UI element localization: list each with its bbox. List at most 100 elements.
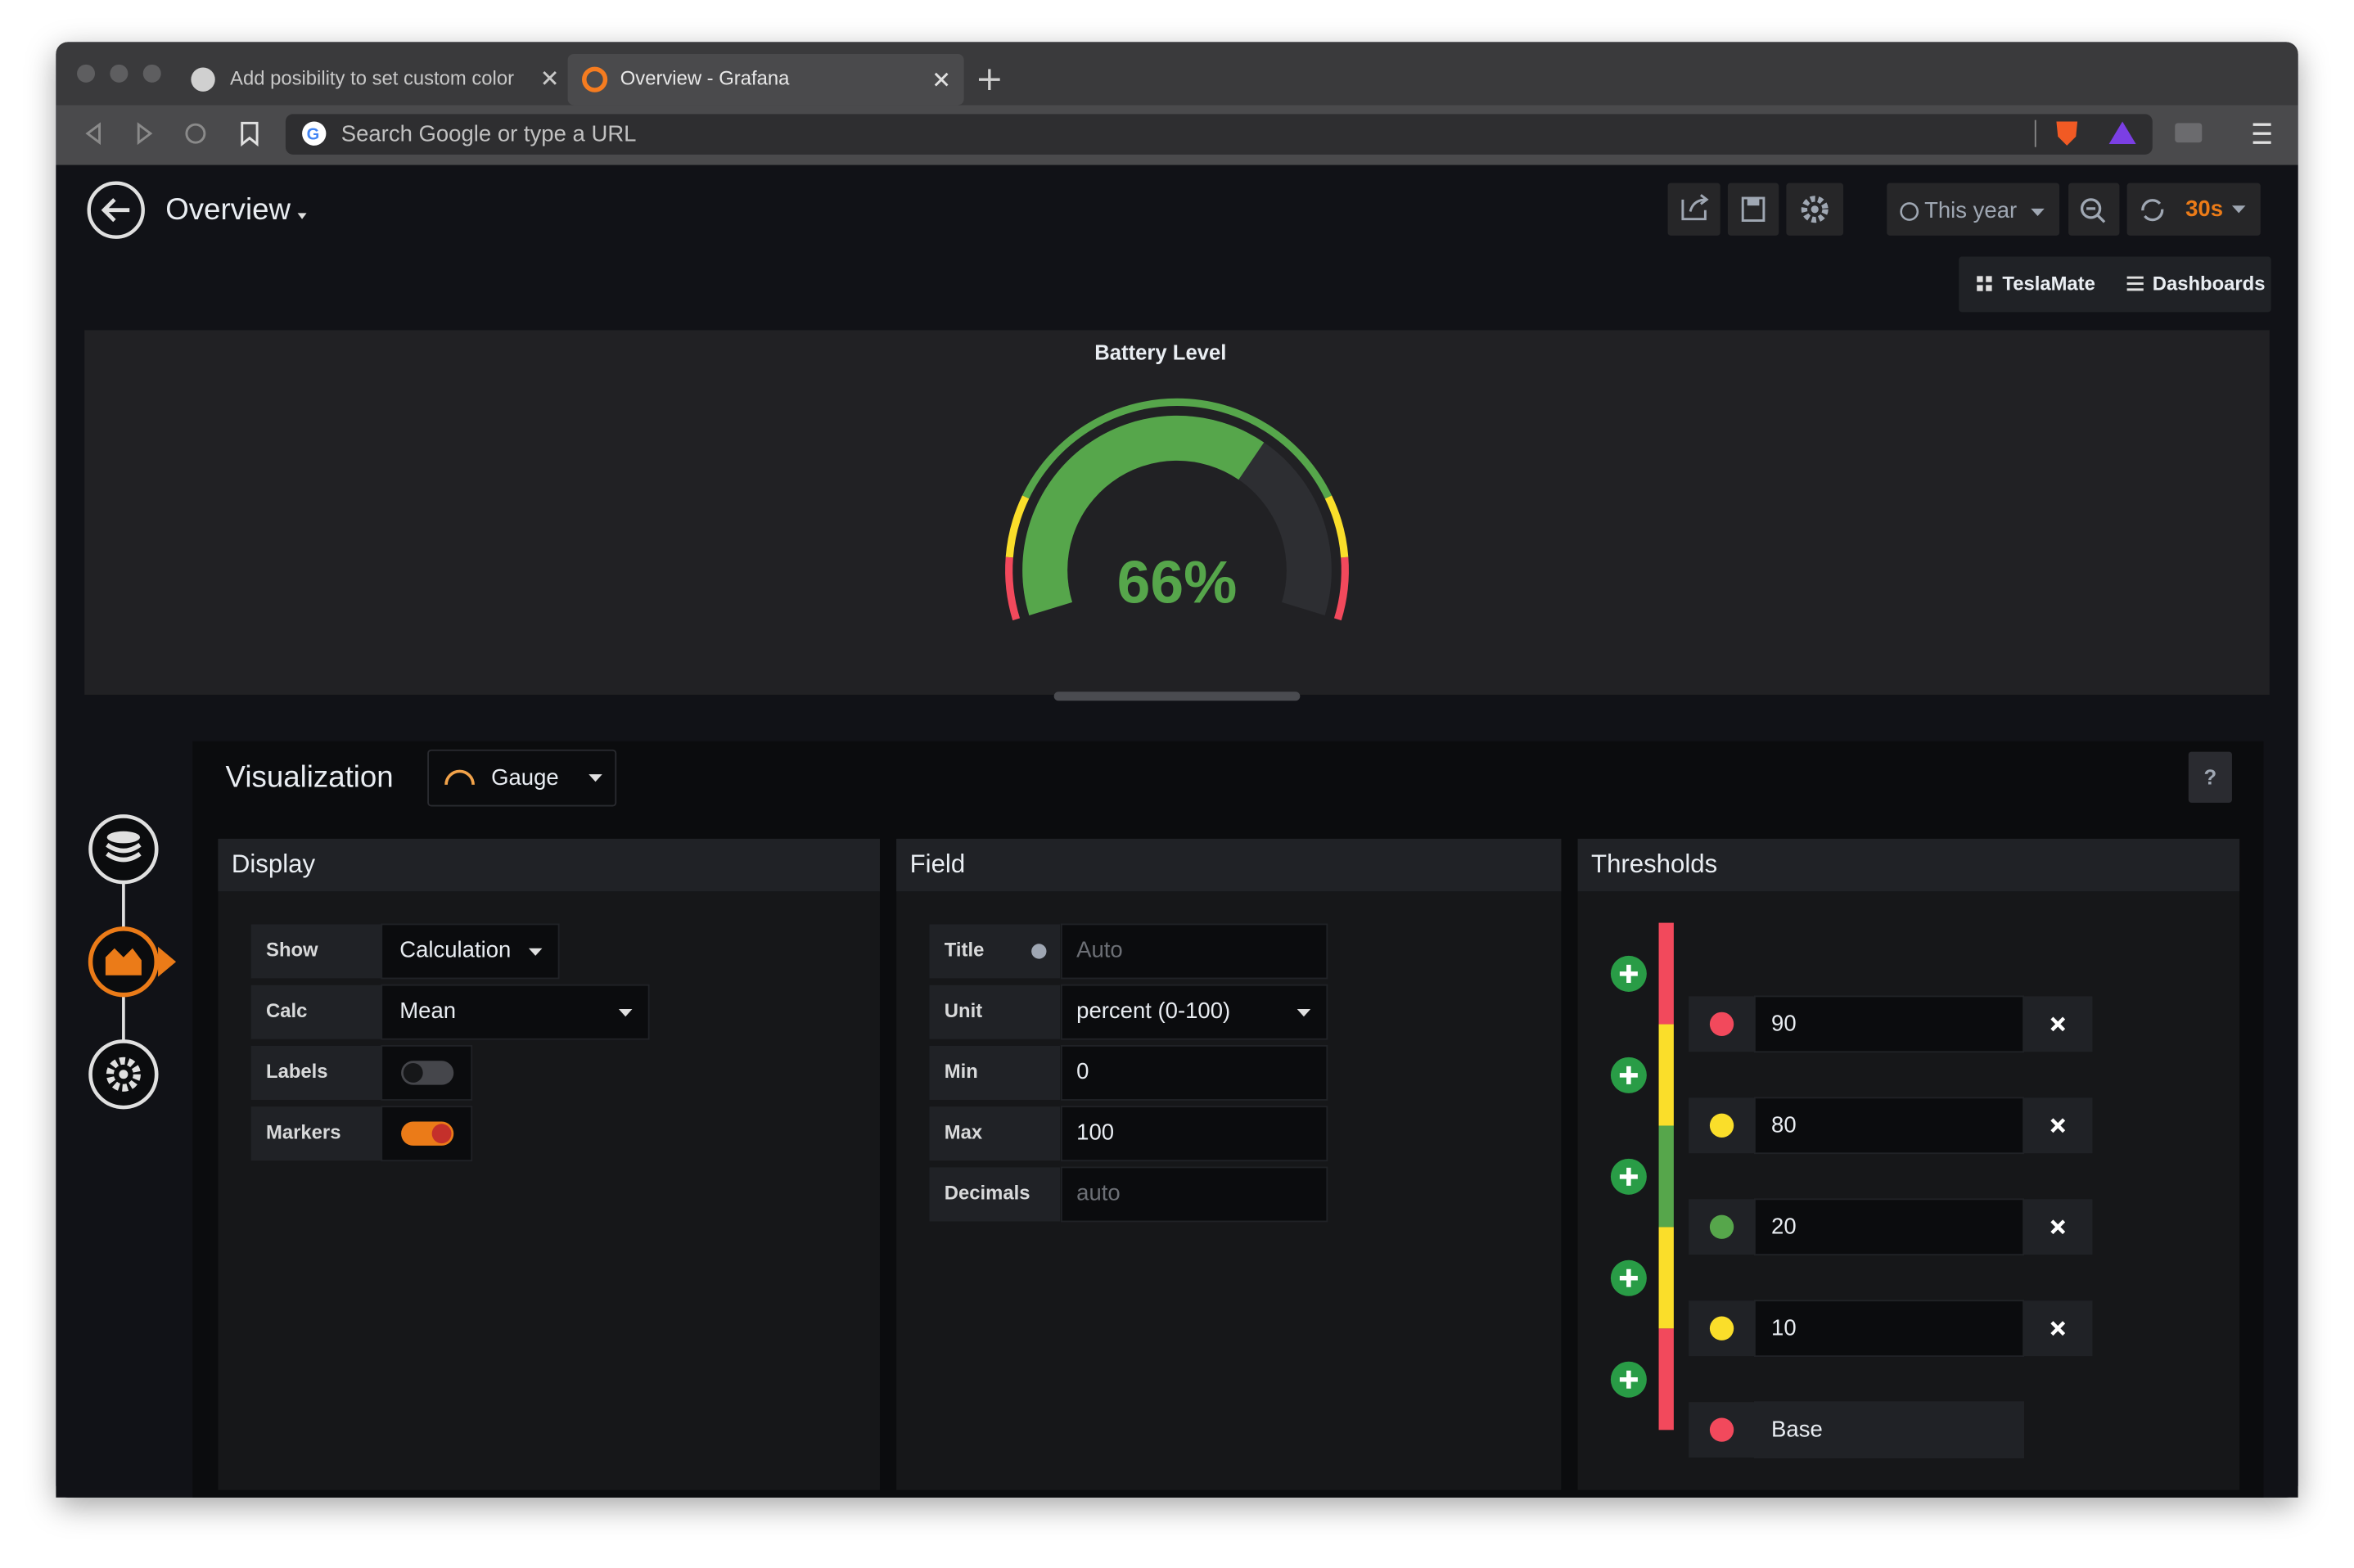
threshold-color[interactable]	[1709, 1012, 1734, 1037]
visualization-step[interactable]	[88, 926, 177, 998]
queries-step[interactable]	[88, 814, 159, 885]
input[interactable]	[1060, 1045, 1328, 1101]
window-close[interactable]	[77, 64, 96, 83]
forward-button[interactable]	[137, 122, 153, 146]
time-range: This year	[1924, 197, 2017, 223]
threshold-marker	[1005, 495, 1030, 558]
row-label-box	[250, 1106, 382, 1161]
input-value: percent (0-100)	[1076, 998, 1230, 1023]
threshold-marker	[1005, 556, 1021, 621]
tab[interactable]: Add posibility to set custom color	[191, 67, 557, 92]
input-placeholder: Auto	[1076, 937, 1123, 962]
row-label: Max	[945, 1122, 983, 1144]
menu-button[interactable]	[2253, 123, 2271, 144]
row-label-box	[250, 1045, 382, 1100]
info-icon	[1031, 944, 1047, 959]
add-threshold-icon[interactable]	[1619, 1370, 1638, 1389]
threshold-value: 10	[1771, 1314, 1797, 1340]
add-threshold-icon[interactable]	[1619, 964, 1638, 983]
back-button[interactable]	[85, 122, 101, 146]
row-label-box	[929, 1167, 1060, 1222]
section-title: Field	[910, 849, 966, 878]
toggle-knob[interactable]	[431, 1124, 452, 1144]
input[interactable]	[1060, 923, 1328, 980]
link[interactable]: TeslaMate	[1977, 273, 2095, 295]
settings-button[interactable]	[1786, 182, 1844, 236]
link[interactable]: Dashboards	[2126, 273, 2266, 295]
threshold-bar-segment	[1658, 1227, 1674, 1329]
general-step[interactable]	[88, 1039, 159, 1110]
threshold-color[interactable]	[1709, 1113, 1734, 1138]
add-threshold-icon[interactable]	[1619, 1167, 1638, 1186]
address-bar[interactable]	[285, 114, 2153, 155]
remove-threshold-icon[interactable]	[2050, 1321, 2066, 1336]
threshold-input	[1753, 1401, 2025, 1458]
visualization-picker[interactable]: Gauge	[427, 749, 617, 807]
extension[interactable]	[2175, 123, 2203, 143]
tab-active[interactable]: Overview - Grafana	[567, 54, 964, 106]
new-tab[interactable]	[978, 69, 1000, 91]
row-label: Title	[945, 939, 985, 962]
link-text[interactable]: Dashboards	[2153, 273, 2266, 295]
threshold-input[interactable]	[1753, 1198, 2025, 1256]
input[interactable]	[1060, 984, 1328, 1040]
section-title: Display	[232, 849, 316, 878]
add-threshold-icon[interactable]	[1619, 1268, 1638, 1287]
share-button[interactable]	[1667, 182, 1720, 236]
section-header	[218, 838, 880, 892]
row-label: Calc	[266, 1000, 307, 1022]
help-button[interactable]: ?	[2188, 751, 2232, 803]
row-label: Show	[266, 939, 318, 962]
refresh-picker[interactable]: 30s	[2126, 182, 2261, 236]
input[interactable]	[1060, 1106, 1328, 1162]
toggle-knob[interactable]	[403, 1063, 423, 1083]
remove-threshold-icon[interactable]	[2050, 1016, 2066, 1032]
resize-handle[interactable]	[1053, 692, 1301, 701]
google-icon-letter: G	[307, 125, 320, 143]
threshold-value: 90	[1771, 1011, 1797, 1036]
threshold-input[interactable]	[1753, 1300, 2025, 1358]
window-maximize[interactable]	[142, 64, 161, 83]
threshold-bar-segment	[1658, 922, 1674, 1025]
select-caret	[528, 948, 543, 956]
save-button[interactable]	[1727, 182, 1779, 236]
threshold-color[interactable]	[1709, 1316, 1734, 1340]
tab-close[interactable]	[934, 72, 949, 87]
threshold-bar-segment	[1658, 1024, 1674, 1126]
link-text[interactable]: TeslaMate	[2002, 273, 2095, 295]
remove-threshold-icon[interactable]	[2050, 1219, 2066, 1235]
threshold-value: 80	[1771, 1111, 1797, 1137]
bookmark-button[interactable]	[241, 121, 259, 147]
add-threshold-icon[interactable]	[1619, 1066, 1638, 1084]
gauge-value: 66%	[1117, 548, 1238, 615]
input-value: 100	[1076, 1119, 1114, 1144]
threshold-input[interactable]	[1753, 995, 2025, 1053]
address-text[interactable]: Search Google or type a URL	[341, 120, 637, 146]
gauge-value-arc	[1022, 415, 1265, 615]
brave-rewards[interactable]	[2108, 121, 2136, 145]
back-to-dashboard[interactable]	[87, 181, 145, 239]
select-value: Calculation	[399, 937, 511, 962]
tab-close[interactable]	[543, 70, 557, 85]
dashboard-title[interactable]: Overview	[165, 192, 291, 226]
input[interactable]	[1060, 1166, 1328, 1223]
threshold-bar-segment	[1658, 1328, 1674, 1431]
threshold-input[interactable]	[1753, 1097, 2025, 1155]
time-picker[interactable]: This year	[1887, 182, 2060, 236]
remove-threshold-icon[interactable]	[2050, 1118, 2066, 1133]
gauge: 66%	[1005, 398, 1349, 621]
brave-shield[interactable]	[2056, 121, 2078, 146]
select[interactable]	[381, 923, 560, 980]
select[interactable]	[381, 984, 650, 1040]
editor-title: Visualization	[226, 759, 394, 793]
threshold-color[interactable]	[1709, 1417, 1734, 1442]
threshold-color[interactable]	[1709, 1214, 1734, 1239]
window-minimize[interactable]	[110, 64, 129, 83]
threshold-value: Base	[1771, 1416, 1823, 1441]
option-sections: Display Field Thresholds Show Calculation Cal…	[218, 838, 2240, 1490]
reload-button[interactable]	[185, 123, 206, 144]
section-header	[1577, 838, 2240, 892]
zoom-out-button[interactable]	[2068, 182, 2120, 236]
row-label-box	[929, 1106, 1060, 1161]
